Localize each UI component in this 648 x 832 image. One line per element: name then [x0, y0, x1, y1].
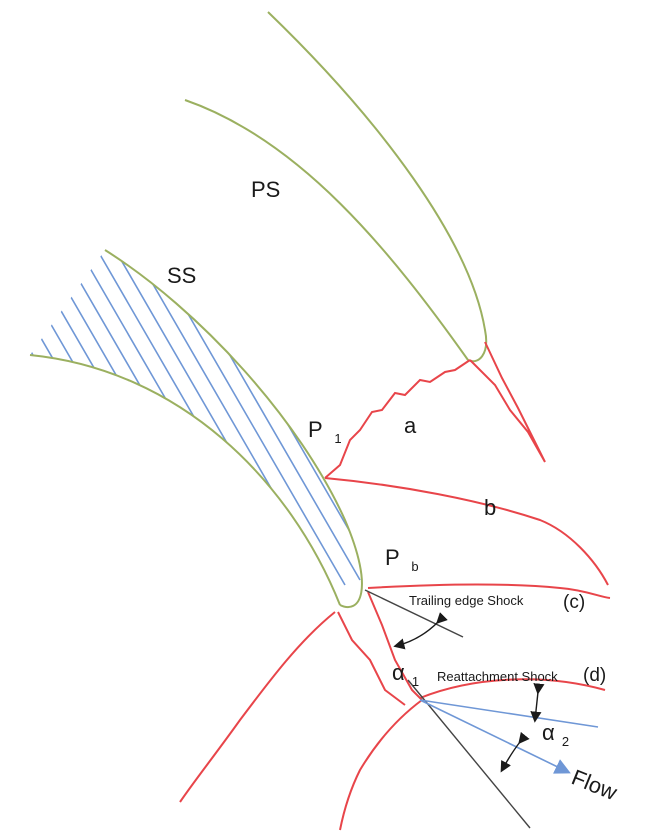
suction-side-lower-outline — [29, 354, 341, 606]
shock-d-label: (d) — [583, 665, 606, 686]
alpha2-main: α — [542, 720, 555, 745]
expansion-lower-right — [339, 699, 423, 831]
shock-waves — [179, 341, 611, 831]
suction-side-blade — [29, 249, 363, 609]
shock-d — [419, 678, 606, 699]
shock-a — [324, 359, 471, 479]
suction-side-label: SS — [167, 263, 196, 288]
alpha2-label: α 2 — [542, 720, 569, 749]
pressure-side-label: PS — [251, 177, 280, 202]
pressure-side-outer-curve — [267, 11, 488, 363]
expansion-lower-left — [179, 611, 336, 803]
shock-b-label: b — [484, 495, 496, 520]
flow-lines — [419, 699, 599, 774]
reattachment-shock-label: Reattachment Shock — [437, 669, 558, 684]
shock-a-label: a — [404, 413, 417, 438]
alpha1-main: α — [392, 660, 405, 685]
angle-markers — [393, 612, 545, 773]
blade-hatching — [30, 250, 362, 608]
alpha1-arc — [393, 612, 448, 650]
pb-main: P — [385, 545, 399, 570]
pressure-side-inner-curve — [184, 99, 469, 361]
alpha1-label: α 1 — [392, 660, 419, 689]
reference-lines — [364, 589, 531, 829]
pressure-side-blade — [184, 11, 488, 363]
pb-subscript: b — [411, 559, 418, 574]
flow-label: Flow — [568, 764, 621, 805]
p1-main: P — [308, 417, 322, 442]
suction-side-upper-outline — [104, 249, 363, 609]
shock-c — [367, 583, 611, 599]
alpha2-arc-lower — [500, 731, 530, 773]
alpha2-subscript: 2 — [562, 734, 569, 749]
trailing-edge-shock-right — [367, 591, 423, 701]
flow-reference-line — [419, 699, 599, 728]
pressure-side-trailing-shock — [469, 341, 546, 463]
p1-subscript: 1 — [334, 431, 341, 446]
pb-label: P b — [385, 545, 419, 574]
shock-c-label: (c) — [563, 592, 585, 613]
alpha1-subscript: 1 — [412, 674, 419, 689]
shock-b — [324, 477, 609, 586]
alpha2-arc — [530, 683, 545, 723]
flow-arrow — [419, 699, 571, 774]
trailing-edge-shock-label: Trailing edge Shock — [409, 593, 524, 608]
trailing-edge-shock-left — [337, 611, 406, 706]
p1-label: P 1 — [308, 417, 342, 446]
